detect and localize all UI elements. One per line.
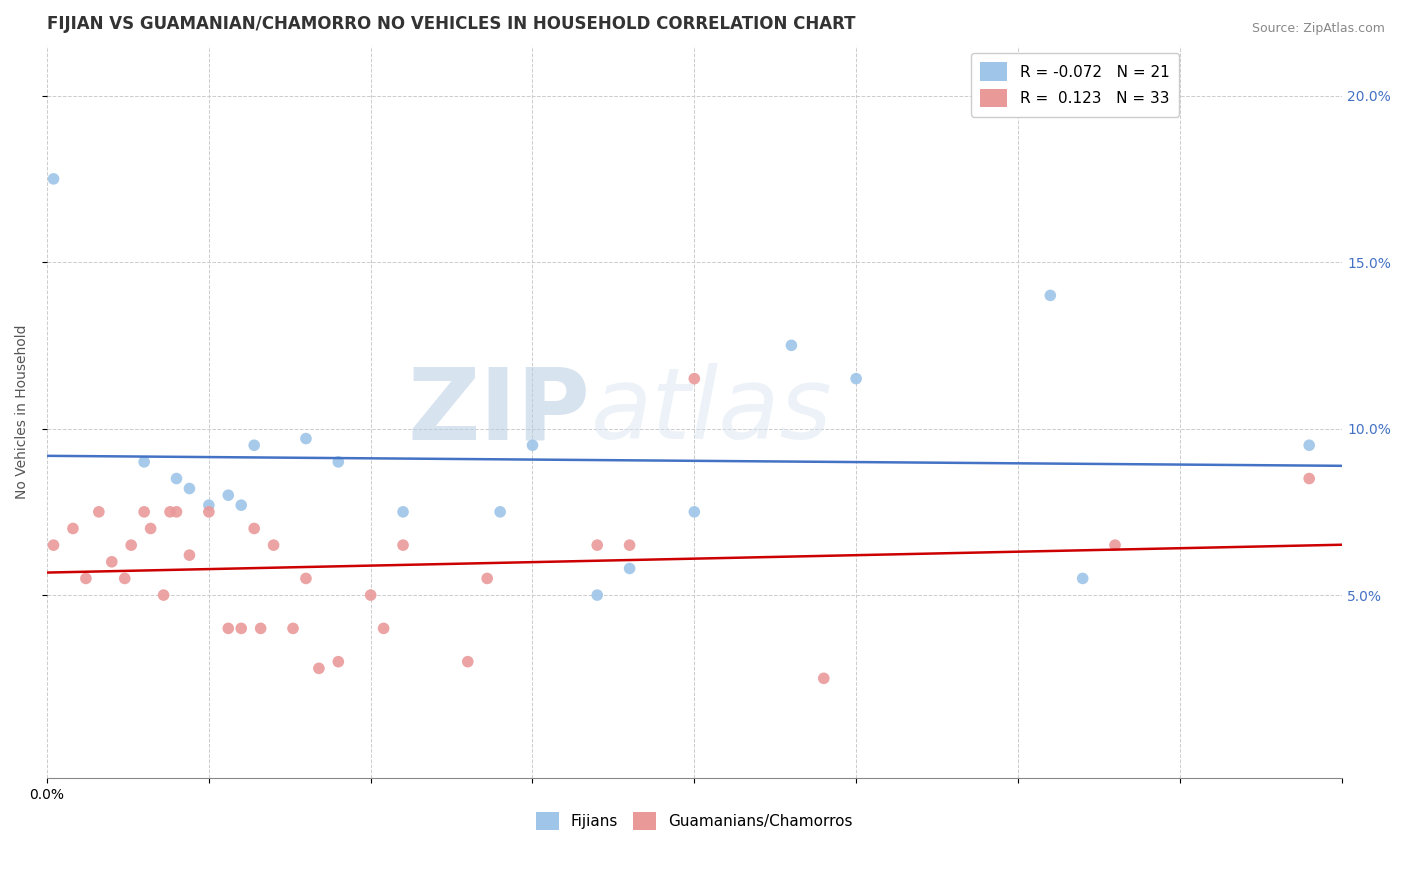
Point xyxy=(139,521,162,535)
Point xyxy=(120,538,142,552)
Point xyxy=(1298,438,1320,452)
Point xyxy=(586,538,609,552)
Point xyxy=(152,588,174,602)
Point xyxy=(134,455,156,469)
Point xyxy=(522,438,544,452)
Point xyxy=(1104,538,1126,552)
Point xyxy=(166,471,188,485)
Point xyxy=(198,505,221,519)
Legend: Fijians, Guamanians/Chamorros: Fijians, Guamanians/Chamorros xyxy=(530,805,859,837)
Point xyxy=(166,505,188,519)
Point xyxy=(619,538,641,552)
Point xyxy=(373,621,395,635)
Y-axis label: No Vehicles in Household: No Vehicles in Household xyxy=(15,325,30,500)
Point xyxy=(75,571,97,585)
Point xyxy=(217,488,239,502)
Text: FIJIAN VS GUAMANIAN/CHAMORRO NO VEHICLES IN HOUSEHOLD CORRELATION CHART: FIJIAN VS GUAMANIAN/CHAMORRO NO VEHICLES… xyxy=(46,15,856,33)
Point xyxy=(1039,288,1062,302)
Point xyxy=(243,438,266,452)
Point xyxy=(308,661,330,675)
Point xyxy=(392,505,415,519)
Point xyxy=(42,538,65,552)
Point xyxy=(780,338,803,352)
Point xyxy=(683,505,706,519)
Point xyxy=(231,621,253,635)
Point xyxy=(231,498,253,512)
Point xyxy=(101,555,124,569)
Point xyxy=(134,505,156,519)
Point xyxy=(683,371,706,385)
Point xyxy=(159,505,181,519)
Point xyxy=(62,521,84,535)
Point xyxy=(179,482,201,496)
Point xyxy=(845,371,868,385)
Point xyxy=(295,571,318,585)
Point xyxy=(1298,471,1320,485)
Point xyxy=(619,561,641,575)
Point xyxy=(813,671,835,685)
Point xyxy=(457,655,479,669)
Point xyxy=(281,621,304,635)
Point xyxy=(295,432,318,446)
Point xyxy=(198,498,221,512)
Point xyxy=(1071,571,1094,585)
Point xyxy=(477,571,499,585)
Point xyxy=(328,455,350,469)
Point xyxy=(586,588,609,602)
Point xyxy=(114,571,136,585)
Point xyxy=(249,621,271,635)
Point xyxy=(263,538,285,552)
Point xyxy=(217,621,239,635)
Text: Source: ZipAtlas.com: Source: ZipAtlas.com xyxy=(1251,22,1385,36)
Point xyxy=(489,505,512,519)
Point xyxy=(87,505,110,519)
Text: atlas: atlas xyxy=(591,363,832,460)
Point xyxy=(179,548,201,562)
Point xyxy=(392,538,415,552)
Point xyxy=(243,521,266,535)
Point xyxy=(42,172,65,186)
Point xyxy=(360,588,382,602)
Point xyxy=(328,655,350,669)
Text: ZIP: ZIP xyxy=(408,363,591,460)
